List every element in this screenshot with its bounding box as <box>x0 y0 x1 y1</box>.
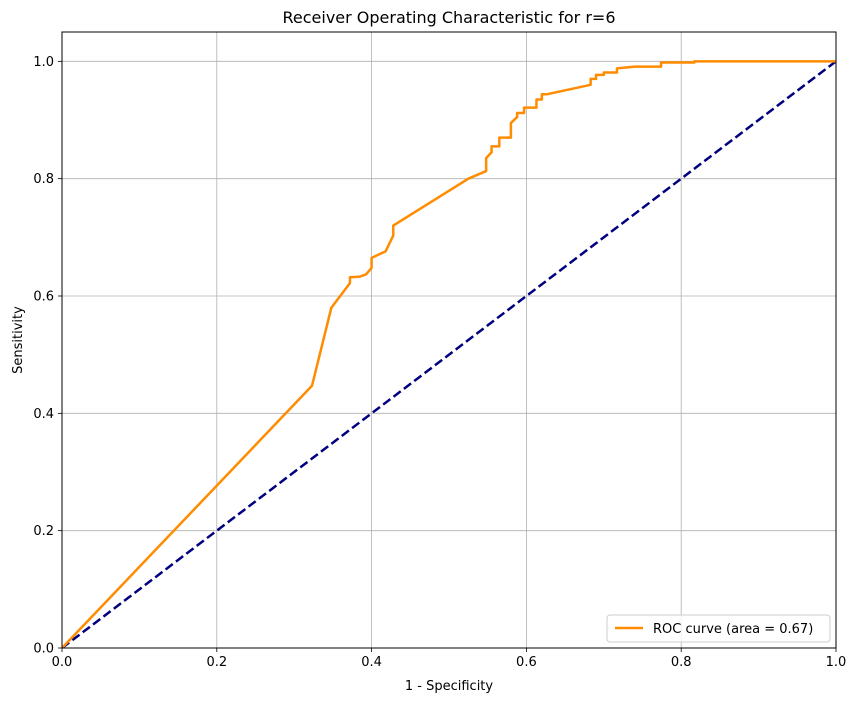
y-tick-label: 1.0 <box>33 55 54 70</box>
y-tick-label: 0.0 <box>33 642 54 657</box>
plot-frame <box>61 31 837 649</box>
y-tick-label: 0.6 <box>33 290 54 305</box>
y-tick-label: 0.4 <box>33 407 54 422</box>
x-tick-label: 0.2 <box>206 655 227 670</box>
legend: ROC curve (area = 0.67) <box>606 614 831 643</box>
legend-label-roc: ROC curve (area = 0.67) <box>653 622 813 637</box>
legend-box <box>606 614 831 643</box>
y-tick-label: 0.8 <box>33 172 54 187</box>
series-layer <box>62 60 836 648</box>
x-axis-label: 1 - Specificity <box>405 679 494 694</box>
y-axis-label: Sensitivity <box>11 306 26 374</box>
tick-layer: 0.0 0.2 0.4 0.6 0.8 1.0 0.0 0.2 0.4 0.6 0.8 1.0 <box>33 55 846 670</box>
x-tick-label: 0.6 <box>516 655 537 670</box>
grid-layer <box>61 32 837 649</box>
x-tick-label: 0.0 <box>52 655 73 670</box>
x-tick-label: 1.0 <box>826 655 847 670</box>
x-tick-label: 0.8 <box>671 655 692 670</box>
x-tick-label: 0.4 <box>361 655 382 670</box>
diagonal-reference-line <box>62 60 836 648</box>
y-tick-label: 0.2 <box>33 524 54 539</box>
chart-title: Receiver Operating Characteristic for r=… <box>282 8 615 27</box>
roc-curve-line <box>62 60 836 648</box>
